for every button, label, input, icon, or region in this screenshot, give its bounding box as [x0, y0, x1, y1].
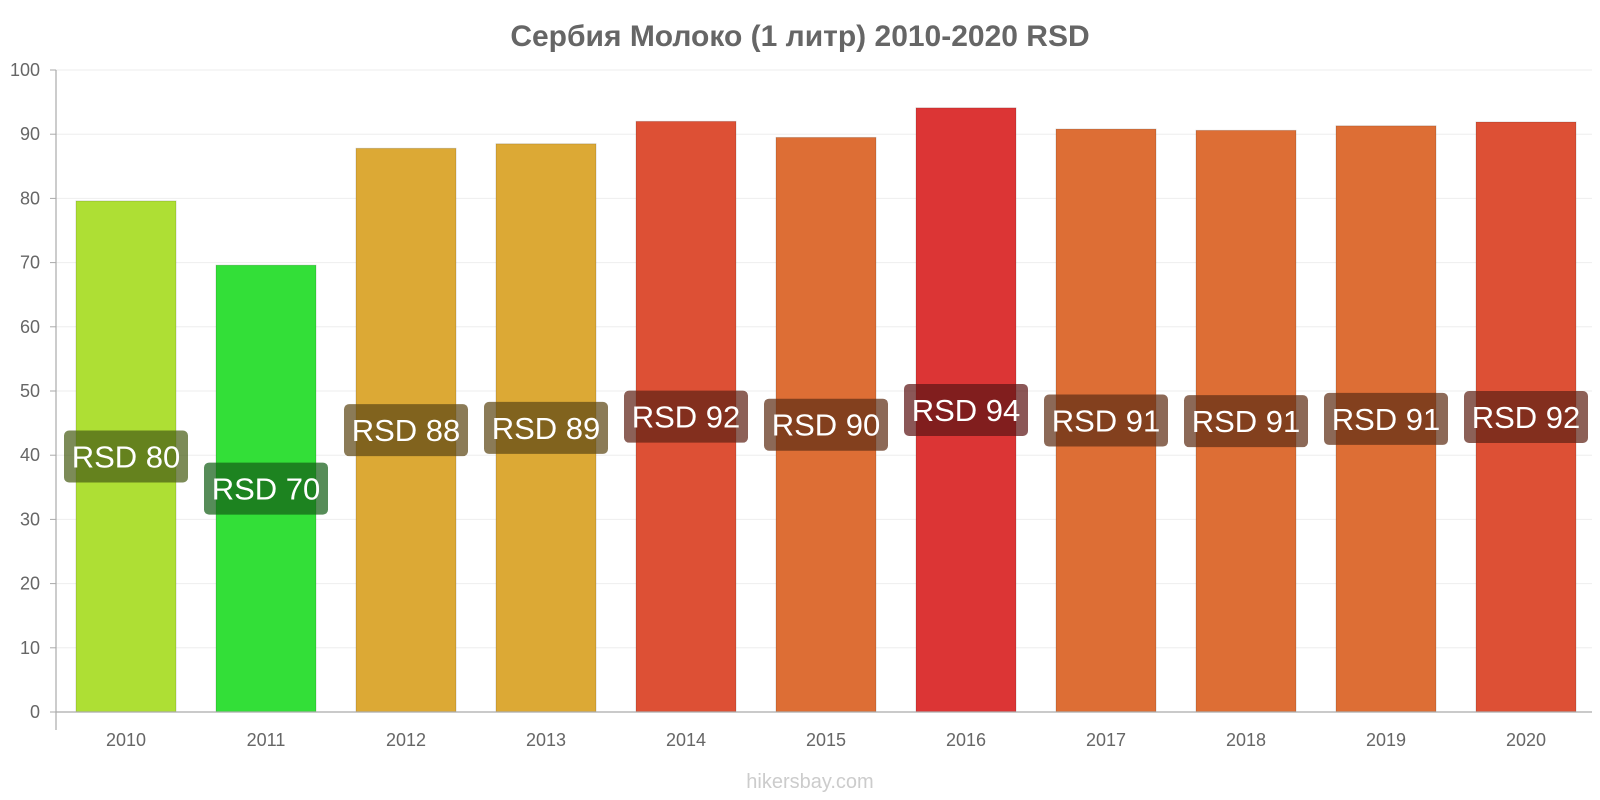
data-label-text: RSD 92 [632, 400, 741, 435]
data-label-text: RSD 92 [1472, 400, 1581, 435]
data-label-text: RSD 94 [912, 393, 1021, 428]
data-label-box [1324, 392, 1448, 445]
data-label-2015: RSD 90 [764, 398, 888, 451]
data-label-2017: RSD 91 [1044, 394, 1168, 447]
data-label-text: RSD 90 [772, 408, 881, 443]
data-label-2019: RSD 91 [1324, 392, 1448, 445]
data-label-box [624, 390, 748, 443]
x-tick-label: 2019 [1366, 730, 1406, 750]
data-label-box [764, 398, 888, 451]
data-label-text: RSD 80 [72, 439, 181, 474]
data-label-2014: RSD 92 [624, 390, 748, 443]
y-tick-label: 40 [20, 445, 40, 465]
x-tick-label: 2011 [247, 730, 286, 750]
y-tick-label: 30 [20, 509, 40, 529]
data-label-box [1044, 394, 1168, 447]
data-label-box [484, 401, 608, 454]
axes [55, 70, 1592, 730]
x-tick-label: 2014 [666, 730, 706, 750]
data-label-box [204, 462, 328, 515]
x-tick-label: 2013 [526, 730, 566, 750]
x-axis-ticks: 2010 2011 2012 2013 2014 2015 2016 2017 2018 2019… [106, 730, 1546, 750]
data-label-box [64, 430, 188, 483]
data-label-box [1464, 391, 1588, 444]
data-label-text: RSD 89 [492, 411, 601, 446]
data-label-text: RSD 88 [352, 413, 461, 448]
y-axis-ticks: 0 10 20 30 40 50 60 70 80 90 100 [10, 60, 56, 722]
data-label-box [904, 383, 1028, 436]
x-tick-label: 2017 [1086, 730, 1126, 750]
x-tick-label: 2018 [1226, 730, 1266, 750]
data-label-2012: RSD 88 [344, 404, 468, 457]
chart-title: Сербия Молоко (1 литр) 2010-2020 RSD [510, 20, 1089, 53]
data-label-text: RSD 91 [1192, 404, 1301, 439]
y-tick-label: 80 [20, 188, 40, 208]
data-label-2018: RSD 91 [1184, 395, 1308, 448]
x-tick-label: 2020 [1506, 730, 1546, 750]
x-tick-label: 2015 [806, 730, 846, 750]
data-label-text: RSD 91 [1052, 404, 1161, 439]
y-tick-label: 100 [10, 60, 40, 80]
data-label-2020: RSD 92 [1464, 391, 1588, 444]
x-tick-label: 2016 [946, 730, 986, 750]
data-label-2016: RSD 94 [904, 383, 1028, 436]
x-tick-label: 2012 [386, 730, 426, 750]
data-label-2013: RSD 89 [484, 401, 608, 454]
data-label-box [344, 404, 468, 457]
y-tick-label: 20 [20, 574, 40, 594]
data-label-text: RSD 70 [212, 472, 321, 507]
data-label-text: RSD 91 [1332, 402, 1441, 437]
data-label-box [1184, 395, 1308, 448]
y-tick-label: 60 [20, 317, 40, 337]
data-labels: RSD 80 RSD 70 RSD 88 RSD 89 RSD 92 RSD 90 RSD … [64, 383, 1588, 515]
data-label-2011: RSD 70 [204, 462, 328, 515]
y-tick-label: 70 [20, 253, 40, 273]
y-tick-label: 10 [20, 638, 40, 658]
y-tick-label: 90 [20, 124, 40, 144]
data-label-2010: RSD 80 [64, 430, 188, 483]
watermark: hikersbay.com [746, 771, 873, 793]
y-tick-label: 50 [20, 381, 40, 401]
x-tick-label: 2010 [106, 730, 146, 750]
y-tick-label: 0 [30, 702, 40, 722]
